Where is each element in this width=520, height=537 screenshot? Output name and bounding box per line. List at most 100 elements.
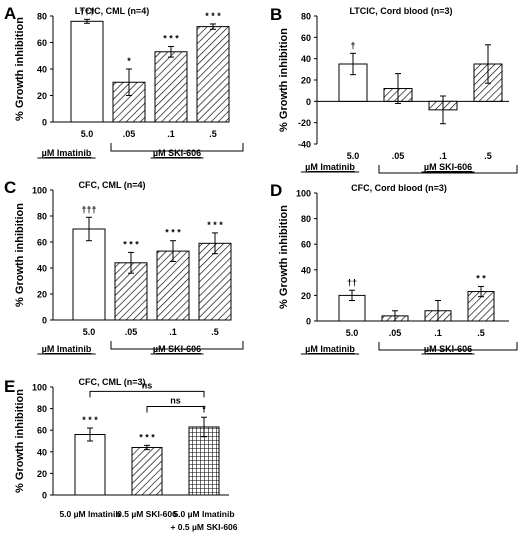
significance-label: * * * xyxy=(165,228,181,238)
significance-label: ††† xyxy=(81,204,96,214)
category-label: .1 xyxy=(434,328,442,338)
y-tick-label: 60 xyxy=(37,38,47,48)
panel-title: CFC, CML (n=4) xyxy=(78,180,145,190)
y-tick-label: 40 xyxy=(37,65,47,75)
panel-e: E CFC, CML (n=3) % Growth inhibition 0 20 40 6… xyxy=(4,377,238,532)
category-label: .05 xyxy=(125,327,138,337)
group-bracket xyxy=(378,342,518,351)
significance-label: * * * xyxy=(207,220,223,230)
group-label: µM SKI-606 xyxy=(153,148,201,158)
comparison-bracket xyxy=(89,390,205,398)
group-label: µM SKI-606 xyxy=(153,344,201,354)
y-axis-label: % Growth inhibition xyxy=(14,203,26,307)
y-tick-label: 0 xyxy=(306,317,311,327)
significance-label: * * * xyxy=(139,432,155,442)
significance-label: ††† xyxy=(79,6,94,16)
panel-letter: A xyxy=(4,4,16,23)
group-bracket xyxy=(110,341,244,350)
panel-letter: C xyxy=(4,178,16,197)
category-label: 5.0 xyxy=(81,129,94,139)
panel-b: B LTCIC, Cord blood (n=3) % Growth inhibit… xyxy=(270,5,518,174)
significance-label: * * * xyxy=(82,415,98,425)
y-tick-label: 80 xyxy=(37,404,47,414)
category-label: .5 xyxy=(209,129,217,139)
panel-title: LTCIC, CML (n=4) xyxy=(75,6,149,16)
group-label: µM Imatinib xyxy=(42,148,92,158)
category-label: + 0.5 µM SKI-606 xyxy=(170,522,237,532)
panel-letter: B xyxy=(270,5,282,24)
bar xyxy=(196,26,230,123)
y-tick-label: 60 xyxy=(301,33,311,43)
group-label: µM SKI-606 xyxy=(424,344,472,354)
category-label: .5 xyxy=(211,327,219,337)
panel-d: D CFC, Cord blood (n=3) % Growth inhibitio… xyxy=(270,181,518,355)
category-label: .05 xyxy=(392,151,405,161)
group-bracket xyxy=(110,143,244,152)
category-label: 5.0 xyxy=(346,328,359,338)
comparison-label: ns xyxy=(170,395,181,405)
significance-label: * * * xyxy=(123,239,139,249)
y-tick-label: 60 xyxy=(37,238,47,248)
y-tick-label: 0 xyxy=(306,97,311,107)
significance-label: † xyxy=(350,40,355,50)
bar xyxy=(338,63,368,102)
y-tick-label: -20 xyxy=(298,118,311,128)
panel-a: A LTCIC, CML (n=4) % Growth inhibition 0 20 4… xyxy=(4,4,244,159)
significance-label: * * xyxy=(476,273,486,283)
panel-title: LTCIC, Cord blood (n=3) xyxy=(349,6,452,16)
y-tick-label: 0 xyxy=(42,491,47,501)
y-tick-label: 20 xyxy=(301,291,311,301)
y-tick-label: 80 xyxy=(37,12,47,22)
group-bracket xyxy=(378,165,518,174)
category-label: .1 xyxy=(169,327,177,337)
significance-label: * * * xyxy=(163,33,179,43)
y-axis-label: % Growth inhibition xyxy=(14,389,26,493)
significance-label: * * * xyxy=(205,11,221,21)
group-label: µM Imatinib xyxy=(305,344,355,354)
y-axis-label: % Growth inhibition xyxy=(278,205,290,309)
category-label: 5.0 xyxy=(83,327,96,337)
category-label: .05 xyxy=(389,328,402,338)
category-label: 5.0 µM Imatinib xyxy=(59,509,120,519)
bar xyxy=(188,426,220,496)
y-tick-label: 40 xyxy=(37,264,47,274)
group-label: µM Imatinib xyxy=(305,162,355,172)
y-tick-label: 60 xyxy=(37,426,47,436)
y-tick-label: 80 xyxy=(301,214,311,224)
category-label: .5 xyxy=(477,328,485,338)
y-tick-label: 80 xyxy=(37,212,47,222)
panel-letter: D xyxy=(270,181,282,200)
y-tick-label: 20 xyxy=(37,290,47,300)
category-label: 0.5 µM SKI-606 xyxy=(117,509,177,519)
y-tick-label: 80 xyxy=(301,12,311,22)
bar xyxy=(131,446,163,496)
category-label: .1 xyxy=(167,129,175,139)
bar xyxy=(154,51,188,123)
bar xyxy=(72,228,106,321)
y-tick-label: 20 xyxy=(301,76,311,86)
y-tick-label: -40 xyxy=(298,140,311,150)
y-tick-label: 0 xyxy=(42,316,47,326)
significance-label: †† xyxy=(347,277,357,287)
panel-title: CFC, Cord blood (n=3) xyxy=(351,183,447,193)
category-label: .05 xyxy=(123,129,136,139)
y-tick-label: 60 xyxy=(301,240,311,250)
y-axis-label: % Growth inhibition xyxy=(14,17,26,121)
comparison-bracket xyxy=(146,405,205,413)
group-label: µM SKI-606 xyxy=(424,162,472,172)
y-tick-label: 20 xyxy=(37,91,47,101)
significance-label: * xyxy=(127,56,131,66)
y-tick-label: 40 xyxy=(301,54,311,64)
bar xyxy=(70,20,104,123)
bar xyxy=(156,250,190,321)
y-tick-label: 20 xyxy=(37,469,47,479)
category-label: 5.0 xyxy=(347,151,360,161)
panel-c: C CFC, CML (n=4) % Growth inhibition 0 20 40 6… xyxy=(4,178,244,355)
bar xyxy=(74,434,106,496)
y-tick-label: 0 xyxy=(42,118,47,128)
panel-letter: E xyxy=(4,377,15,396)
y-tick-label: 40 xyxy=(37,447,47,457)
group-label: µM Imatinib xyxy=(42,344,92,354)
y-tick-label: 100 xyxy=(296,189,311,199)
